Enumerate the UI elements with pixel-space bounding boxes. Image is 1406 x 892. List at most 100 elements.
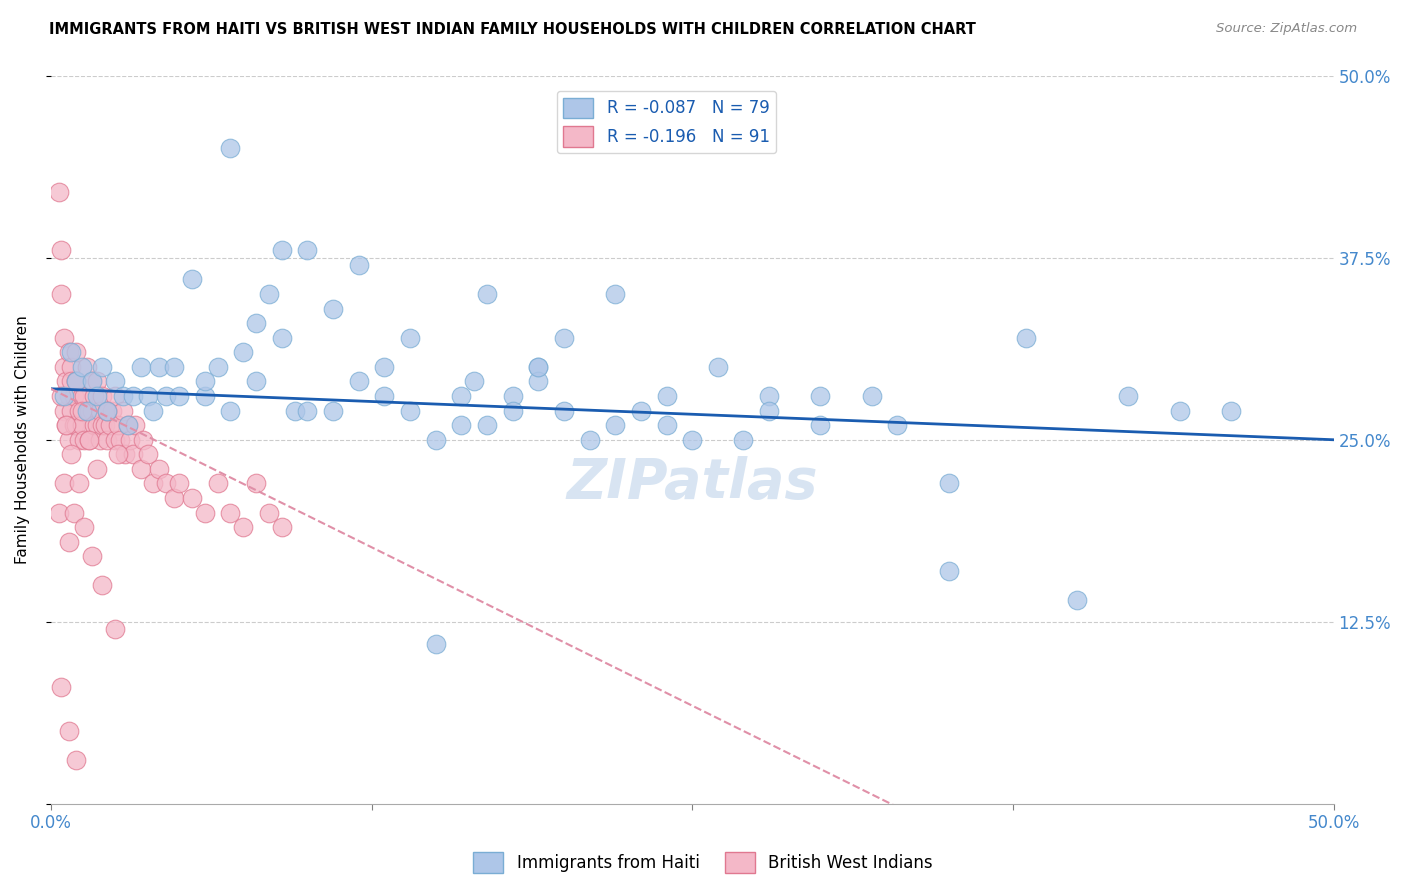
Point [73, 389, 96, 403]
Point [70, 418, 93, 433]
Point [65, 375, 87, 389]
Point [245, 316, 267, 330]
Point [810, 389, 832, 403]
Point [475, 287, 498, 301]
Point [76, 403, 98, 417]
Point [114, 447, 136, 461]
Point [194, 375, 217, 389]
Point [67, 476, 90, 491]
Point [122, 389, 145, 403]
Y-axis label: Family Households with Children: Family Households with Children [15, 316, 30, 564]
Point [373, 389, 395, 403]
Point [129, 462, 152, 476]
Point [758, 403, 780, 417]
Point [80, 549, 103, 564]
Point [553, 331, 575, 345]
Point [270, 331, 292, 345]
Point [322, 403, 344, 417]
Point [96, 403, 118, 417]
Point [111, 389, 134, 403]
Point [245, 476, 267, 491]
Point [58, 534, 80, 549]
Point [124, 418, 146, 433]
Point [60, 345, 83, 359]
Point [810, 418, 832, 433]
Point [938, 476, 960, 491]
Point [49, 244, 72, 258]
Point [322, 301, 344, 316]
Point [52, 359, 75, 374]
Point [129, 359, 152, 374]
Point [55, 418, 77, 433]
Point [502, 389, 524, 403]
Point [155, 476, 177, 491]
Point [65, 345, 87, 359]
Point [136, 447, 159, 461]
Point [63, 389, 86, 403]
Point [86, 389, 108, 403]
Point [148, 359, 170, 374]
Point [89, 433, 111, 447]
Point [60, 375, 83, 389]
Point [605, 287, 627, 301]
Point [49, 287, 72, 301]
Point [194, 506, 217, 520]
Point [65, 753, 87, 767]
Point [104, 389, 127, 403]
Text: ZIPatlas: ZIPatlas [567, 457, 818, 510]
Point [232, 345, 254, 359]
Point [450, 389, 472, 403]
Point [219, 506, 242, 520]
Point [104, 622, 127, 636]
Point [58, 389, 80, 403]
Point [48, 185, 70, 199]
Point [1116, 389, 1139, 403]
Point [245, 375, 267, 389]
Point [79, 433, 101, 447]
Point [655, 389, 678, 403]
Point [167, 389, 190, 403]
Point [155, 389, 177, 403]
Point [450, 418, 472, 433]
Point [49, 389, 72, 403]
Point [58, 724, 80, 739]
Point [707, 359, 730, 374]
Point [104, 375, 127, 389]
Point [425, 433, 447, 447]
Point [60, 359, 83, 374]
Point [232, 520, 254, 534]
Point [630, 403, 652, 417]
Point [98, 418, 121, 433]
Point [502, 403, 524, 417]
Point [86, 418, 108, 433]
Point [181, 272, 204, 286]
Point [886, 418, 908, 433]
Legend: R = -0.087   N = 79, R = -0.196   N = 91: R = -0.087 N = 79, R = -0.196 N = 91 [557, 91, 776, 153]
Point [91, 418, 114, 433]
Point [91, 359, 114, 374]
Point [553, 403, 575, 417]
Point [73, 520, 96, 534]
Point [65, 375, 87, 389]
Point [425, 637, 447, 651]
Point [120, 433, 142, 447]
Point [257, 287, 280, 301]
Point [76, 359, 98, 374]
Point [83, 418, 105, 433]
Point [207, 359, 229, 374]
Point [148, 462, 170, 476]
Point [207, 476, 229, 491]
Point [107, 447, 129, 461]
Point [399, 403, 422, 417]
Point [70, 359, 93, 374]
Point [65, 375, 87, 389]
Point [52, 389, 75, 403]
Point [52, 403, 75, 417]
Point [347, 375, 370, 389]
Point [527, 359, 550, 374]
Point [527, 375, 550, 389]
Point [219, 403, 242, 417]
Point [80, 375, 103, 389]
Point [163, 491, 186, 505]
Point [48, 506, 70, 520]
